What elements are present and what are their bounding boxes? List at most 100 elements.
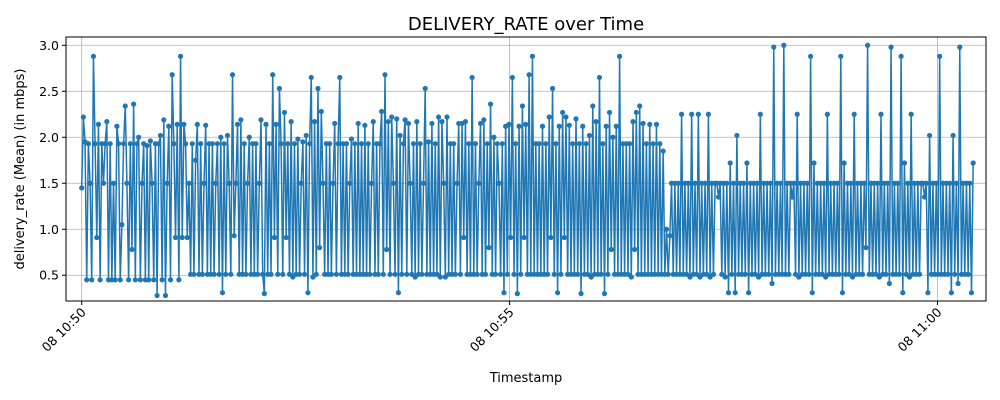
data-point [695,111,701,117]
data-point [521,234,527,241]
data-point [278,141,284,147]
data-point [343,141,350,147]
data-point [610,134,616,140]
data-point [300,139,306,145]
data-point [231,233,237,239]
data-point [194,121,200,127]
data-point [746,290,752,296]
data-point [89,277,95,283]
data-point [667,233,673,239]
data-point [863,245,869,251]
data-point [410,141,417,147]
data-point [151,277,157,283]
data-point [288,119,294,125]
data-point [600,141,606,147]
data-point [355,120,361,127]
data-point [404,271,410,277]
data-point [675,180,681,186]
data-point [283,234,289,241]
data-point [601,291,608,297]
data-point [402,117,408,123]
data-point [211,271,217,277]
data-point [570,141,576,147]
data-point [886,280,892,287]
data-point [925,290,931,296]
data-point [365,141,371,147]
data-point [937,53,943,59]
data-point [384,246,390,253]
data-point [804,180,810,186]
data-point [806,271,812,277]
data-point [352,141,358,147]
y-axis-ticks: 0.5 1.0 1.5 2.0 2.5 3.0 [39,38,66,283]
data-point [312,119,318,125]
data-point [864,42,871,48]
data-point [710,271,717,277]
data-point [417,141,423,147]
data-point [492,271,499,277]
data-point [397,132,403,139]
data-point [508,234,514,241]
data-point [484,141,490,147]
data-point [965,271,971,277]
data-point [102,141,108,147]
data-point [407,180,413,186]
data-point [327,141,333,147]
data-point [546,114,552,120]
data-point [905,180,911,186]
data-point [875,180,881,186]
data-point [573,116,579,122]
data-point [439,119,445,125]
data-point [916,271,923,277]
data-point [933,180,939,186]
data-point [100,180,107,186]
data-point [665,271,671,277]
data-point [452,271,458,277]
data-point [603,123,609,129]
data-point [84,277,90,283]
data-point [506,121,512,127]
data-point [315,85,321,92]
data-point [851,111,857,117]
data-point [496,180,502,186]
y-tick-label: 2.0 [39,130,59,145]
data-point [766,271,772,277]
data-point [296,271,303,277]
data-point [740,180,747,186]
data-point [608,246,614,253]
data-point [808,53,814,59]
data-point [469,74,475,81]
data-point [647,121,653,127]
data-point [908,111,914,117]
data-point [117,277,123,283]
data-point [499,141,505,147]
data-point [303,132,309,139]
data-point [824,111,830,117]
data-point [367,271,373,277]
y-axis-label: delivery_rate (Mean) (in mbps) [13,68,28,269]
data-point [462,119,469,125]
data-point [337,74,343,81]
data-point [821,180,827,186]
data-point [678,111,685,117]
data-point [332,120,338,127]
data-point [263,121,269,127]
data-point [593,119,599,125]
data-point [598,271,604,277]
data-point [605,271,611,277]
data-point [182,141,189,147]
data-point [786,271,792,277]
data-point [228,271,234,277]
data-point [732,290,738,296]
data-point [223,271,229,277]
data-point [757,111,763,117]
data-point [606,109,613,116]
data-point [318,108,324,115]
x-tick-label: 08 10:50 [39,304,89,354]
data-point [298,180,304,186]
y-tick-label: 3.0 [39,38,59,53]
data-point [226,180,232,186]
data-point [477,120,484,127]
data-point [387,271,393,277]
data-point [575,271,581,277]
